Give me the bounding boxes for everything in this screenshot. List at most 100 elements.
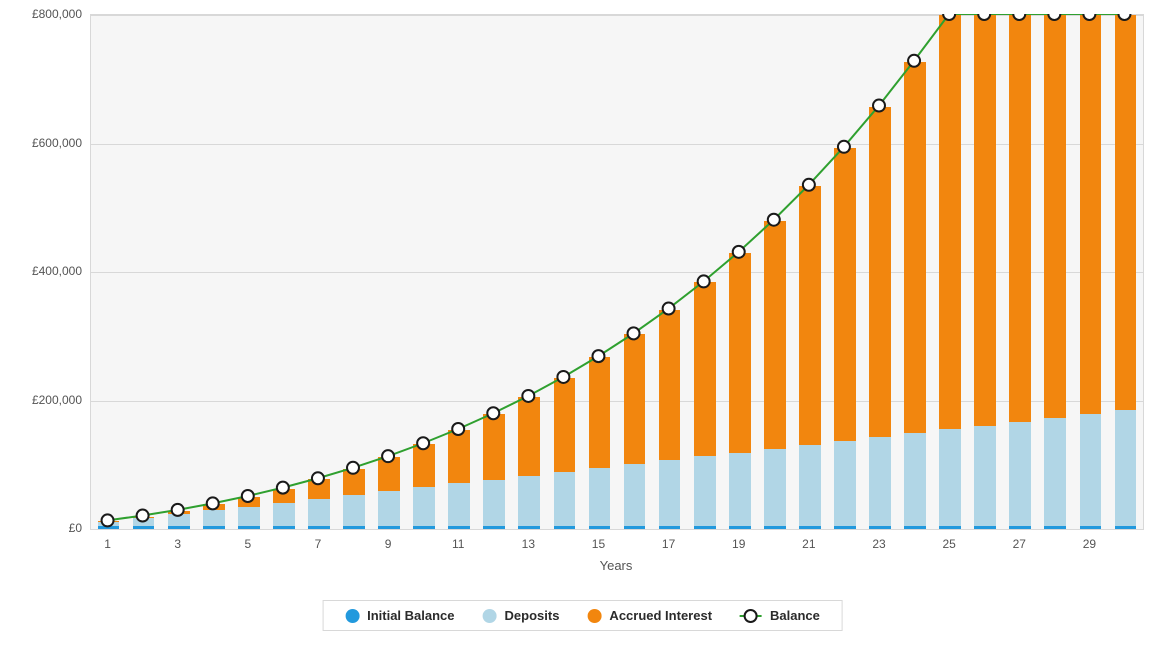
legend-swatch-accrued-interest <box>587 609 601 623</box>
x-tick-label: 9 <box>385 537 392 551</box>
bar-segment <box>589 357 611 468</box>
bar-group <box>133 15 155 529</box>
bar-segment <box>483 526 505 529</box>
bar-segment <box>1009 14 1031 422</box>
bar-segment <box>238 526 260 529</box>
bar-segment <box>168 526 190 529</box>
bar-segment <box>378 526 400 529</box>
bar-group <box>1115 15 1137 529</box>
bar-segment <box>168 514 190 526</box>
bar-group <box>168 15 190 529</box>
y-tick-label: £0 <box>12 521 82 535</box>
bar-segment <box>694 282 716 456</box>
x-tick-label: 15 <box>592 537 605 551</box>
legend-label-accrued-interest: Accrued Interest <box>609 608 712 623</box>
bar-segment <box>98 521 120 522</box>
bar-segment <box>869 437 891 526</box>
bar-segment <box>624 526 646 529</box>
bar-group <box>764 15 786 529</box>
bar-segment <box>483 480 505 526</box>
x-tick-label: 13 <box>522 537 535 551</box>
bar-group <box>554 15 576 529</box>
bar-segment <box>904 62 926 433</box>
bar-segment <box>343 469 365 495</box>
bar-segment <box>238 507 260 526</box>
bar-segment <box>133 517 155 519</box>
legend-item-deposits: Deposits <box>483 608 560 623</box>
bar-segment <box>1115 14 1137 410</box>
legend-swatch-balance <box>740 609 762 623</box>
bar-segment <box>483 414 505 479</box>
bar-segment <box>98 526 120 529</box>
bar-group <box>343 15 365 529</box>
bar-segment <box>729 453 751 526</box>
x-tick-label: 19 <box>732 537 745 551</box>
bar-group <box>1009 15 1031 529</box>
bar-group <box>589 15 611 529</box>
bar-segment <box>308 499 330 526</box>
x-tick-label: 11 <box>452 537 464 551</box>
bar-segment <box>799 445 821 526</box>
bar-group <box>378 15 400 529</box>
x-tick-label: 25 <box>942 537 955 551</box>
bar-group <box>448 15 470 529</box>
bars-layer <box>91 15 1143 529</box>
bar-segment <box>448 526 470 529</box>
x-tick-label: 29 <box>1083 537 1096 551</box>
bar-segment <box>834 526 856 529</box>
bar-segment <box>764 526 786 529</box>
x-axis-labels: 1357911131517192123252729 <box>90 534 1142 554</box>
bar-segment <box>203 504 225 510</box>
y-tick-label: £400,000 <box>12 264 82 278</box>
bar-segment <box>554 526 576 529</box>
bar-group <box>904 15 926 529</box>
legend-label-balance: Balance <box>770 608 820 623</box>
legend-item-balance: Balance <box>740 608 820 623</box>
bar-segment <box>378 491 400 526</box>
x-tick-label: 17 <box>662 537 675 551</box>
bar-segment <box>834 441 856 526</box>
x-tick-label: 23 <box>872 537 885 551</box>
bar-group <box>694 15 716 529</box>
legend-label-initial-balance: Initial Balance <box>367 608 454 623</box>
bar-segment <box>1009 422 1031 526</box>
gridline <box>91 529 1143 530</box>
bar-segment <box>1044 418 1066 526</box>
bar-segment <box>98 522 120 526</box>
bar-segment <box>343 495 365 526</box>
bar-segment <box>413 444 435 487</box>
bar-segment <box>168 511 190 514</box>
chart-plot-area <box>90 14 1144 530</box>
bar-segment <box>518 476 540 526</box>
bar-segment <box>624 334 646 464</box>
bar-segment <box>624 464 646 526</box>
bar-segment <box>1080 414 1102 526</box>
bar-segment <box>1080 14 1102 414</box>
bar-group <box>483 15 505 529</box>
bar-segment <box>589 526 611 529</box>
bar-segment <box>378 457 400 491</box>
legend-swatch-deposits <box>483 609 497 623</box>
x-tick-label: 1 <box>104 537 111 551</box>
bar-segment <box>273 503 295 526</box>
bar-segment <box>413 526 435 529</box>
bar-segment <box>308 526 330 529</box>
bar-segment <box>413 487 435 526</box>
bar-segment <box>203 510 225 525</box>
bar-segment <box>518 526 540 529</box>
bar-segment <box>133 526 155 529</box>
bar-segment <box>729 253 751 453</box>
bar-segment <box>273 526 295 529</box>
legend-item-accrued-interest: Accrued Interest <box>587 608 712 623</box>
bar-group <box>1080 15 1102 529</box>
bar-segment <box>939 14 961 429</box>
bar-segment <box>764 449 786 526</box>
bar-segment <box>939 429 961 525</box>
bar-group <box>729 15 751 529</box>
bar-segment <box>764 221 786 449</box>
bar-group <box>939 15 961 529</box>
bar-segment <box>834 148 856 441</box>
bar-segment <box>1115 526 1137 529</box>
bar-group <box>834 15 856 529</box>
bar-segment <box>448 483 470 525</box>
